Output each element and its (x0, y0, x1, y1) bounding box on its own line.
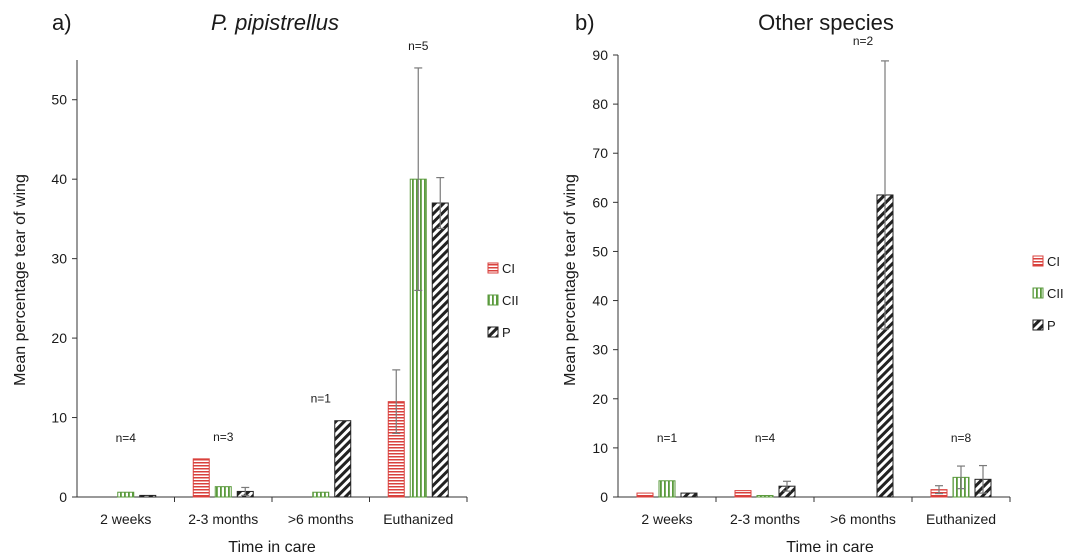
legend-swatch-cii-a (487, 294, 499, 306)
x-tick-label-b: Euthanized (926, 511, 996, 527)
plot-area-b: 0 10 20 30 40 50 60 70 80 90 2 weeks n=1 2-3 months n… (592, 34, 1011, 527)
y-tick-label-a: 50 (51, 92, 67, 108)
chart-panel-b: b) Other species Mean percentage tear of… (562, 10, 1064, 556)
y-tick-label-b: 80 (592, 96, 608, 112)
legend-swatch-ci-a (487, 262, 499, 274)
panel-label-b: b) (575, 10, 595, 35)
bar-cii-a (312, 491, 330, 498)
bar-ci-b (734, 490, 752, 498)
legend-label-p-b: P (1047, 318, 1056, 333)
plot-area-a: 0 10 20 30 40 50 2 weeks n=4 2-3 months n=3 >6 mon… (51, 39, 468, 527)
n-label-b: n=2 (853, 34, 874, 48)
legend-label-cii-b: CII (1047, 286, 1064, 301)
bar-cii-a (214, 486, 232, 498)
y-tick-label-b: 40 (592, 293, 608, 309)
y-tick-label-b: 20 (592, 391, 608, 407)
y-tick-label-a: 0 (59, 489, 67, 505)
chart-title-b: Other species (758, 10, 894, 35)
panel-label-a: a) (52, 10, 72, 35)
y-tick-label-b: 70 (592, 145, 608, 161)
n-label-b: n=1 (657, 431, 678, 445)
x-tick-label-b: 2 weeks (641, 511, 692, 527)
bar-p-b (680, 492, 698, 498)
legend-label-cii-a: CII (502, 293, 519, 308)
bar-p-a (334, 420, 352, 498)
legend-label-p-a: P (502, 325, 511, 340)
n-label-b: n=4 (755, 431, 776, 445)
legend-swatch-cii-b (1032, 287, 1044, 299)
bar-ci-b (636, 492, 654, 498)
bar-cii-b (658, 480, 676, 498)
y-tick-label-b: 60 (592, 194, 608, 210)
x-tick-label-a: >6 months (288, 511, 354, 527)
chart-title-a: P. pipistrellus (211, 10, 339, 35)
bar-ci-a (192, 458, 210, 498)
x-axis-title-b: Time in care (786, 539, 874, 556)
x-axis-title-a: Time in care (228, 539, 316, 556)
n-label-a: n=5 (408, 39, 429, 53)
legend-swatch-ci-b (1032, 255, 1044, 267)
y-axis-title-b: Mean percentage tear of wing (562, 174, 579, 386)
y-tick-label-b: 0 (600, 489, 608, 505)
legend-a: CI CII P (487, 261, 519, 340)
x-tick-label-a: Euthanized (383, 511, 453, 527)
x-tick-label-b: >6 months (830, 511, 896, 527)
chart-panel-a: a) P. pipistrellus Mean percentage tear … (12, 10, 519, 556)
legend-label-ci-b: CI (1047, 254, 1060, 269)
legend-swatch-p-a (487, 326, 499, 338)
n-label-a: n=4 (116, 431, 137, 445)
y-tick-label-a: 20 (51, 330, 67, 346)
x-tick-label-a: 2 weeks (100, 511, 151, 527)
y-tick-label-b: 10 (592, 440, 608, 456)
legend-b: CI CII P (1032, 254, 1064, 333)
bar-p-a (431, 202, 449, 498)
bar-p-a (139, 494, 157, 498)
y-axis-title-a: Mean percentage tear of wing (12, 174, 29, 386)
x-tick-label-a: 2-3 months (188, 511, 258, 527)
bar-cii-b (756, 495, 774, 498)
y-tick-label-a: 10 (51, 410, 67, 426)
n-label-b: n=8 (951, 431, 972, 445)
legend-swatch-p-b (1032, 319, 1044, 331)
y-tick-label-a: 30 (51, 251, 67, 267)
n-label-a: n=3 (213, 430, 234, 444)
x-tick-label-b: 2-3 months (730, 511, 800, 527)
y-tick-label-a: 40 (51, 171, 67, 187)
y-tick-label-b: 50 (592, 243, 608, 259)
legend-label-ci-a: CI (502, 261, 515, 276)
bar-cii-a (117, 491, 135, 498)
y-tick-label-b: 30 (592, 342, 608, 358)
y-tick-label-b: 90 (592, 47, 608, 63)
n-label-a: n=1 (311, 392, 332, 406)
